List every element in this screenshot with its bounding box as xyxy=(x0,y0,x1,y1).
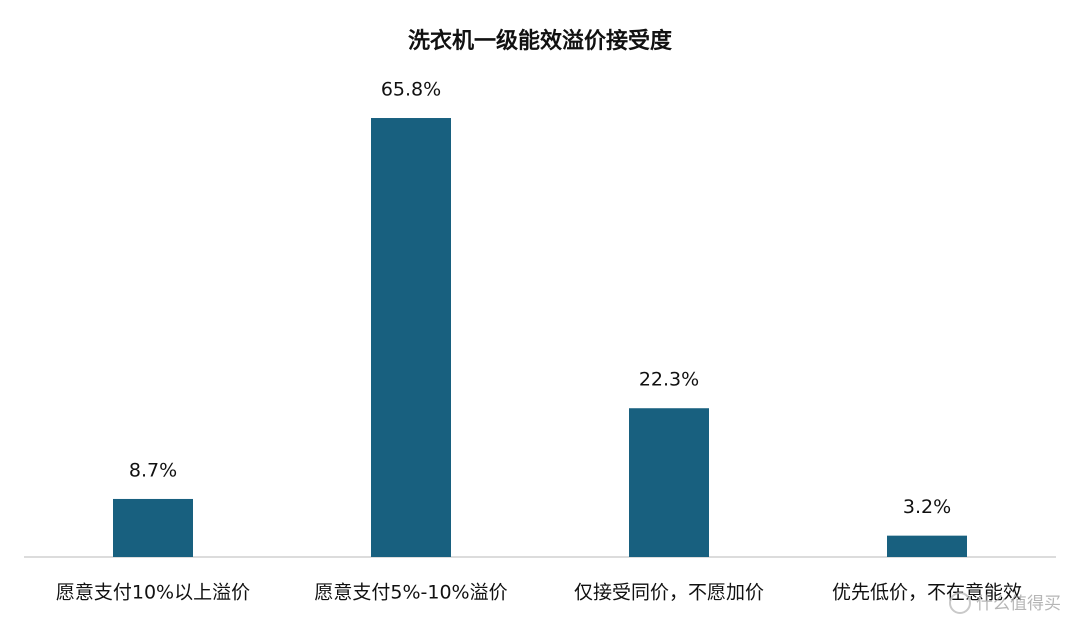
x-tick-label: 愿意支付5%-10%溢价 xyxy=(314,582,507,604)
x-tick-label: 优先低价，不在意能效 xyxy=(832,582,1022,604)
watermark-icon xyxy=(949,592,971,614)
watermark: 什么值得买 xyxy=(976,594,1061,614)
chart-title: 洗衣机一级能效溢价接受度 xyxy=(408,28,673,54)
value-label: 65.8% xyxy=(381,79,441,101)
bar xyxy=(629,408,709,557)
x-tick-label: 愿意支付10%以上溢价 xyxy=(56,582,250,604)
x-tick-label: 仅接受同价，不愿加价 xyxy=(574,582,764,604)
value-label: 3.2% xyxy=(903,496,951,518)
bar xyxy=(371,118,451,558)
bar xyxy=(887,535,967,557)
bar xyxy=(113,498,193,557)
value-label: 8.7% xyxy=(129,459,177,481)
value-label: 22.3% xyxy=(639,369,699,391)
